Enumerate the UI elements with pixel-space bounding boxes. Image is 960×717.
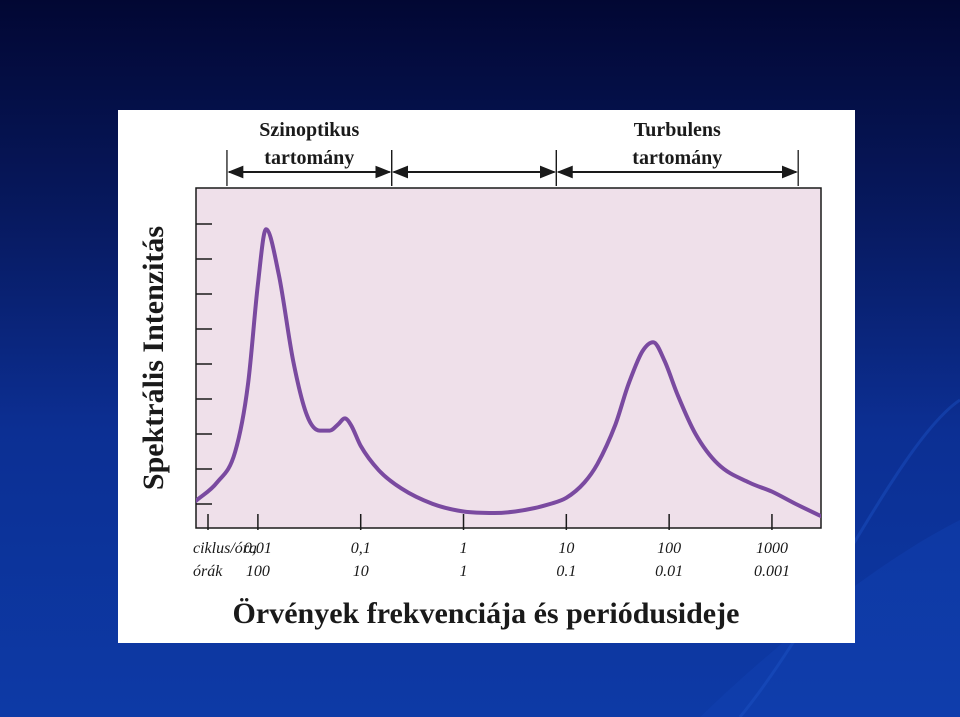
x-tick-label: 1000 (756, 540, 788, 557)
range-label: tartomány (264, 147, 354, 169)
x-tick-label: 10 (558, 540, 574, 557)
chart-panel: Szinoptikus tartomány Turbulens tartomány S… (118, 110, 855, 643)
x-tick-label: 0,1 (351, 540, 371, 557)
chart-title: Örvények frekvenciája és periódusideje (233, 597, 740, 630)
x-row-label-hours: órák (193, 563, 223, 580)
x-tick-label: 0,01 (244, 540, 272, 557)
x-axis-ticks (207, 514, 773, 530)
range-label: tartomány (632, 147, 722, 169)
x-tick-label: 100 (246, 563, 270, 580)
x-tick-labels: 0,01 0,1 1 10 100 1000 100 10 1 0.1 0.01 0.001 (244, 540, 790, 580)
x-tick-label: 1 (460, 563, 468, 580)
x-row-label-cycles: ciklus/óra (193, 540, 257, 557)
x-tick-label: 10 (353, 563, 369, 580)
background-swoosh-line (738, 398, 960, 717)
x-tick-label: 0.01 (655, 563, 683, 580)
plot-area (195, 187, 822, 529)
x-tick-label: 1 (460, 540, 468, 557)
y-axis-label: Spektrális Intenzitás (137, 226, 170, 490)
spectrum-series-line (196, 227, 821, 519)
x-tick-label: 100 (657, 540, 681, 557)
range-brackets: Szinoptikus tartomány Turbulens tartomány (226, 119, 799, 186)
range-label: Turbulens (634, 119, 721, 141)
range-label: Szinoptikus (259, 119, 359, 141)
y-axis-ticks (196, 223, 212, 505)
x-tick-label: 0.001 (754, 563, 790, 580)
spectrum-chart: Szinoptikus tartomány Turbulens tartomány S… (137, 119, 822, 630)
x-tick-label: 0.1 (556, 563, 576, 580)
